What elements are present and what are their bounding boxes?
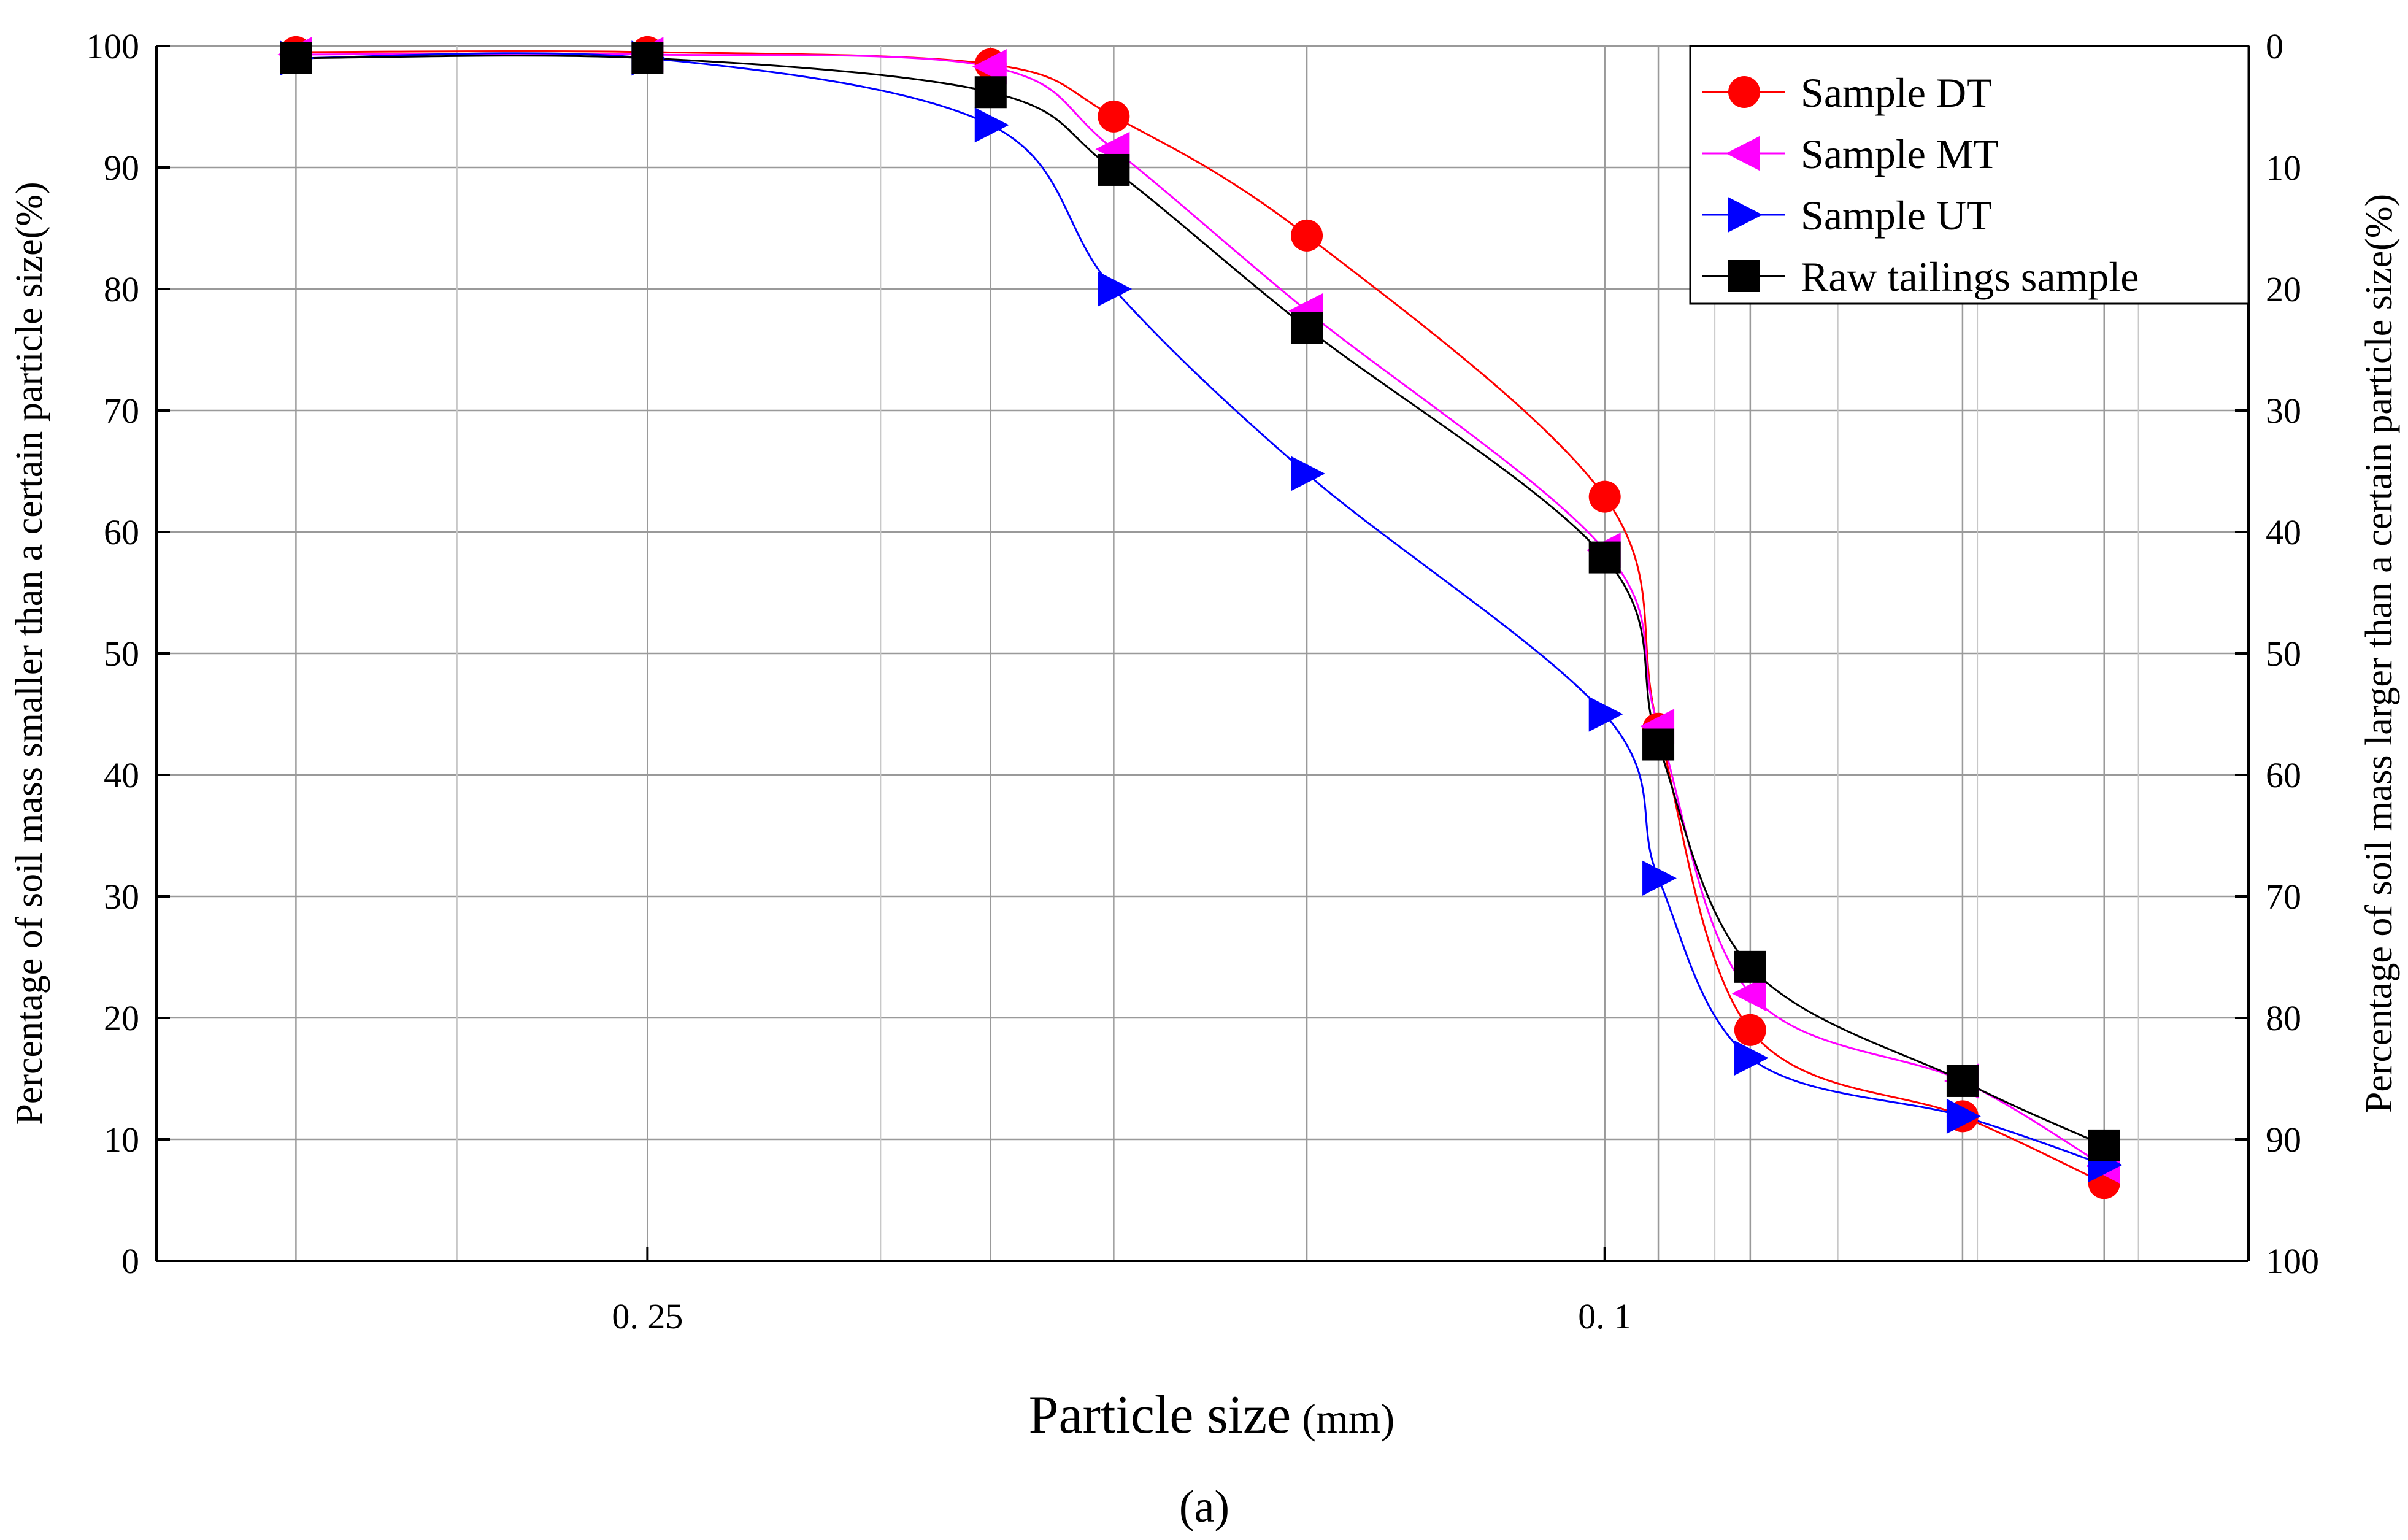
data-point-sample-mt — [972, 49, 1007, 85]
data-point-sample-mt — [1731, 976, 1766, 1011]
legend-marker-sample-ut — [1728, 197, 1763, 233]
data-point-sample-ut — [1098, 271, 1133, 307]
secondary-y-axis-title: Percentage of soil mass larger than a ce… — [2358, 194, 2400, 1113]
legend-label: Sample UT — [1801, 192, 1992, 239]
data-point-raw-tailings-sample — [1946, 1065, 1979, 1097]
series-markers — [277, 36, 2123, 1199]
data-point-raw-tailings-sample — [1642, 728, 1675, 761]
y2-tick-label: 0 — [2266, 26, 2283, 66]
y2-tick-label: 40 — [2266, 512, 2301, 552]
data-point-sample-dt — [1588, 480, 1621, 513]
data-point-raw-tailings-sample — [280, 42, 312, 74]
data-point-raw-tailings-sample — [974, 76, 1007, 109]
legend-entry-sample-ut: Sample UT — [1702, 192, 1992, 239]
y-tick-label: 90 — [104, 148, 139, 188]
legend-entry-sample-mt: Sample MT — [1702, 131, 1999, 177]
y-tick-label: 100 — [86, 26, 139, 66]
series-line-sample-ut — [296, 52, 2105, 1166]
y2-tick-label: 70 — [2266, 877, 2301, 917]
legend-marker-sample-mt — [1726, 136, 1760, 171]
y-tick-label: 50 — [104, 634, 139, 674]
data-point-raw-tailings-sample — [1291, 312, 1323, 344]
y-tick-label: 30 — [104, 877, 139, 917]
data-point-sample-ut — [1588, 696, 1623, 732]
y-tick-label: 10 — [104, 1120, 139, 1160]
y2-tick-label: 30 — [2266, 391, 2301, 431]
data-point-sample-ut — [1291, 456, 1325, 491]
data-point-raw-tailings-sample — [1734, 950, 1766, 983]
panel-label: (a) — [1179, 1482, 1229, 1532]
series-line-sample-dt — [296, 50, 2105, 1184]
series-curves — [296, 50, 2105, 1184]
y-axis-title: Percentage of soil mass smaller than a c… — [9, 182, 50, 1125]
series-line-sample-mt — [296, 52, 2105, 1167]
data-point-sample-ut — [974, 107, 1009, 143]
y-tick-label: 40 — [104, 755, 139, 795]
x-axis-title: Particle size (mm) — [1029, 1385, 1395, 1445]
legend-box — [1689, 45, 2250, 305]
y2-tick-label: 80 — [2266, 998, 2301, 1038]
legend-marker-raw-tailings-sample — [1728, 260, 1760, 292]
y2-tick-label: 10 — [2266, 148, 2301, 188]
data-point-raw-tailings-sample — [1098, 153, 1130, 186]
legend: Sample DT Sample MT Sample UT Raw tailings … — [1689, 45, 2250, 305]
data-point-raw-tailings-sample — [1588, 541, 1621, 574]
y2-tick-label: 20 — [2266, 269, 2301, 309]
series-line-raw-tailings-sample — [296, 55, 2105, 1147]
legend-entry-raw-tailings-sample: Raw tailings sample — [1702, 253, 2139, 300]
data-point-sample-dt — [1098, 100, 1130, 133]
y2-tick-label: 50 — [2266, 634, 2301, 674]
axes: 0102030405060708090100100908070605040302… — [86, 26, 2319, 1336]
data-point-sample-dt — [1291, 219, 1323, 252]
data-point-raw-tailings-sample — [2088, 1129, 2120, 1161]
legend-label: Raw tailings sample — [1801, 253, 2139, 300]
data-point-sample-ut — [1734, 1040, 1769, 1076]
legend-label: Sample MT — [1801, 131, 1999, 177]
legend-entry-sample-dt: Sample DT — [1702, 69, 1992, 116]
y-tick-label: 60 — [104, 512, 139, 552]
y-tick-label: 70 — [104, 391, 139, 431]
y2-tick-label: 100 — [2266, 1241, 2319, 1281]
y-tick-label: 80 — [104, 269, 139, 309]
x-tick-label: 0. 25 — [612, 1296, 683, 1336]
x-tick-label: 0. 1 — [1578, 1296, 1631, 1336]
y-tick-label: 0 — [121, 1241, 139, 1281]
data-point-raw-tailings-sample — [631, 42, 664, 74]
y-tick-label: 20 — [104, 998, 139, 1038]
data-point-sample-dt — [1734, 1014, 1766, 1046]
data-point-sample-ut — [1946, 1098, 1981, 1134]
data-point-sample-ut — [1642, 860, 1677, 896]
y2-tick-label: 60 — [2266, 755, 2301, 795]
legend-label: Sample DT — [1801, 69, 1992, 116]
y2-tick-label: 90 — [2266, 1120, 2301, 1160]
legend-marker-sample-dt — [1728, 76, 1760, 108]
